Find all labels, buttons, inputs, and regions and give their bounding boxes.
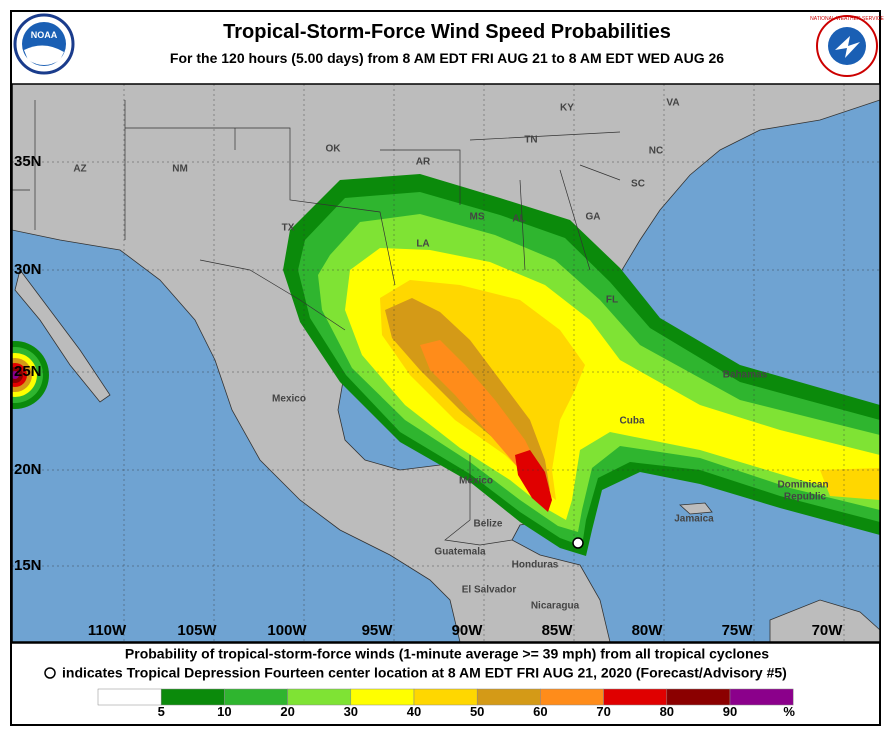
place-label: MS [470,212,485,223]
place-label: Mexico [459,476,493,487]
lat-label: 15N [14,557,42,574]
place-label: AZ [73,164,86,175]
place-label: NM [172,164,188,175]
logo-text: NATIONAL WEATHER SERVICE [810,16,884,22]
place-label: LA [416,239,429,250]
probability-areas [12,174,880,556]
place-label: Mexico [272,394,306,405]
place-label: Guatemala [434,547,486,558]
legend-swatch [666,688,731,706]
lat-label: 30N [14,261,42,278]
place-label: TN [524,135,537,146]
place-label: SC [631,179,645,190]
lon-label: 105W [177,622,217,639]
lon-label: 75W [722,622,754,639]
legend-label: 50 [470,704,484,719]
map: 110W 105W 100W 95W 90W 85W 80W 75W 70W 35N 30N 25N 2… [11,83,881,643]
probability-area [420,340,540,488]
legend-swatch [350,688,415,706]
nws-logo: NATIONAL WEATHER SERVICE [810,15,885,77]
place-label: AR [416,157,431,168]
place-label: Bahamas [723,370,768,381]
legend-label: 40 [407,704,421,719]
place-label: GA [586,212,601,223]
lon-label: 85W [542,622,574,639]
footer-line: indicates Tropical Depression Fourteen c… [62,665,787,681]
map-labels: 110W 105W 100W 95W 90W 85W 80W 75W 70W 35N 30N 25N 2… [14,98,843,639]
legend-label: 10 [217,704,231,719]
legend-label: % [783,704,795,719]
probability-area [12,371,19,379]
place-label: Cuba [620,416,645,427]
lon-label: 70W [812,622,844,639]
legend-label: 30 [344,704,358,719]
legend-swatch [287,688,352,706]
lat-label: 35N [14,153,42,170]
legend-swatch [603,688,668,706]
lon-label: 95W [362,622,394,639]
place-label: FL [606,295,618,306]
place-label: KY [560,103,574,114]
legend-label: 80 [660,704,674,719]
land [769,599,880,642]
lon-label: 80W [632,622,664,639]
legend-label: 5 [158,704,165,719]
lon-label: 110W [88,622,127,639]
lon-label: 90W [452,622,484,639]
legend-label: 90 [723,704,737,719]
noaa-logo: NOAA [13,13,75,75]
legend-swatch [729,688,794,706]
place-label: Dominican [777,480,828,491]
lat-label: 20N [14,461,42,478]
place-label: AL [512,214,525,225]
place-label: NC [649,146,663,157]
footer-line: Probability of tropical-storm-force wind… [125,646,769,662]
place-label: El Salvador [462,585,517,596]
legend-swatch [160,688,225,706]
land [679,502,713,515]
legend-label: 20 [280,704,294,719]
place-label: TX [282,223,295,234]
center-icon [44,667,56,679]
subtitle: For the 120 hours (5.00 days) from 8 AM … [170,50,724,66]
legend-swatch [224,688,288,706]
place-label: Nicaragua [531,601,580,612]
place-label: Republic [784,492,827,503]
probability-area [515,450,552,512]
storm-center [572,537,584,549]
legend-label: 60 [533,704,547,719]
map-border [11,83,881,643]
lat-label: 25N [14,363,42,380]
place-label: VA [666,98,679,109]
place-label: Honduras [512,560,559,571]
graticule [12,84,880,642]
legend-swatch [540,688,604,706]
legend: 5 10 20 30 40 50 60 70 80 90% [97,688,795,719]
title: Tropical-Storm-Force Wind Speed Probabil… [223,21,671,43]
place-label: OK [326,144,342,155]
place-label: Jamaica [674,514,714,525]
probability-area [820,468,880,500]
legend-label: 70 [596,704,610,719]
borders [12,100,621,546]
place-label: Belize [474,519,503,530]
legend-swatch [476,688,541,706]
legend-swatch [413,688,478,706]
lon-label: 100W [267,622,307,639]
logo-text: NOAA [31,30,58,40]
land [14,269,111,403]
legend-swatch [97,688,162,706]
